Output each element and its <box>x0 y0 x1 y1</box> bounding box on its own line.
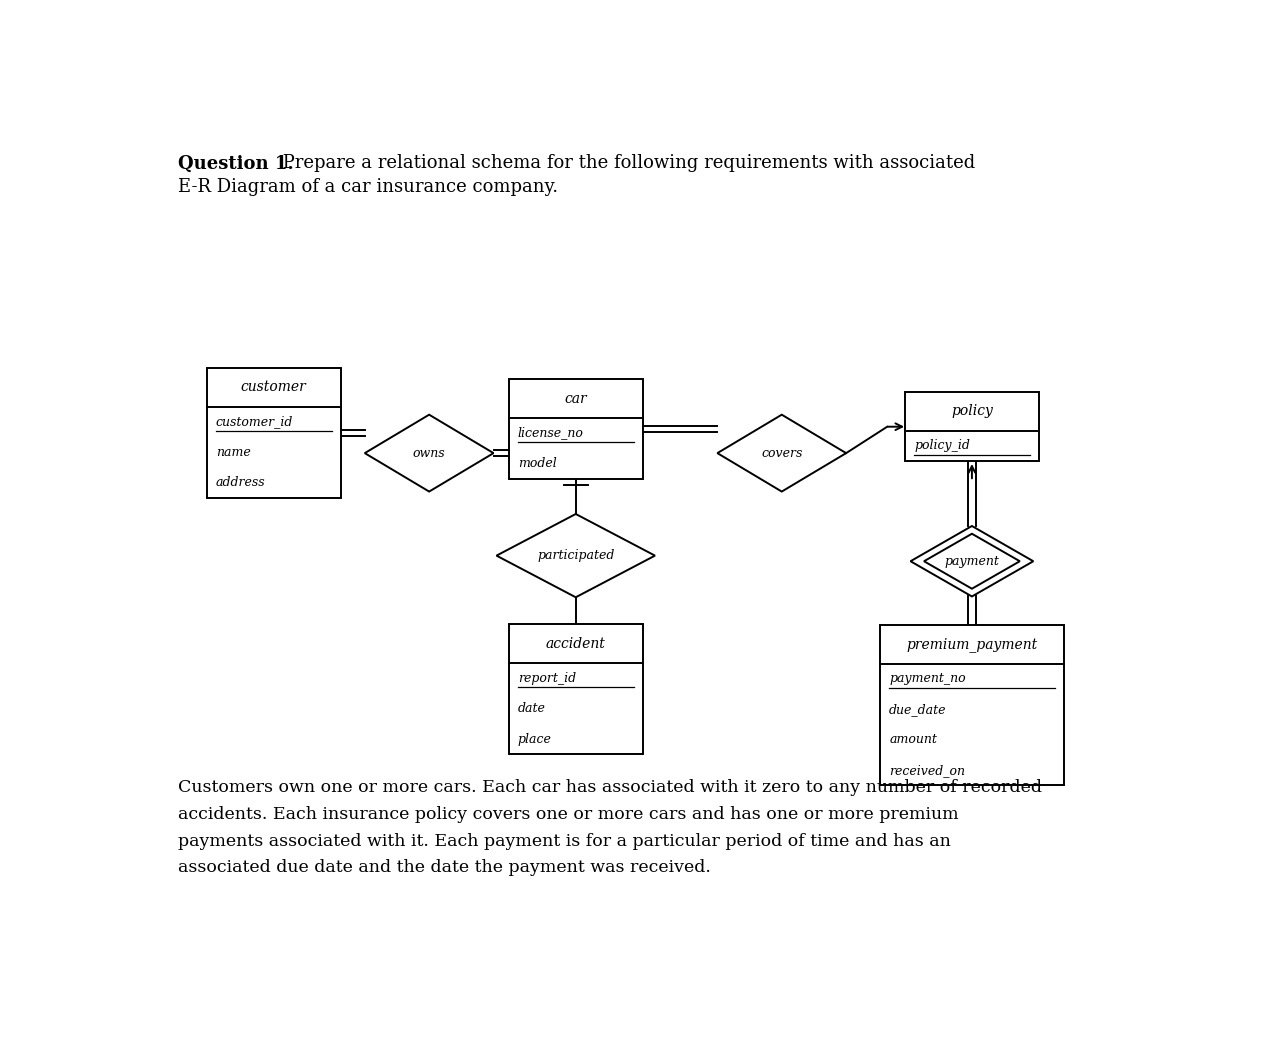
Polygon shape <box>364 415 493 492</box>
Polygon shape <box>496 514 656 597</box>
Polygon shape <box>509 624 643 754</box>
Text: received_on: received_on <box>889 763 965 777</box>
Text: accident: accident <box>546 636 606 651</box>
Text: customer_id: customer_id <box>216 415 293 428</box>
Text: policy_id: policy_id <box>914 440 970 452</box>
Text: Prepare a relational schema for the following requirements with associated: Prepare a relational schema for the foll… <box>276 154 975 173</box>
Text: policy: policy <box>951 405 993 418</box>
Text: participated: participated <box>537 549 615 563</box>
Polygon shape <box>881 625 1063 785</box>
Polygon shape <box>924 534 1020 589</box>
Polygon shape <box>905 392 1039 461</box>
Text: covers: covers <box>762 446 803 460</box>
Text: car: car <box>565 392 587 406</box>
Polygon shape <box>910 526 1034 597</box>
Text: customer: customer <box>240 381 307 394</box>
Text: payment_no: payment_no <box>889 673 966 685</box>
Text: Question 1.: Question 1. <box>178 154 294 173</box>
Text: premium_payment: premium_payment <box>906 638 1038 652</box>
Text: payment: payment <box>944 554 999 568</box>
Text: report_id: report_id <box>518 672 576 684</box>
Text: name: name <box>216 446 250 459</box>
Text: Customers own one or more cars. Each car has associated with it zero to any numb: Customers own one or more cars. Each car… <box>178 779 1042 877</box>
Polygon shape <box>717 415 846 492</box>
Text: amount: amount <box>889 733 937 747</box>
Text: owns: owns <box>413 446 446 460</box>
Text: date: date <box>518 702 546 716</box>
Text: place: place <box>518 732 552 746</box>
Text: E-R Diagram of a car insurance company.: E-R Diagram of a car insurance company. <box>178 179 557 197</box>
Text: license_no: license_no <box>518 426 584 440</box>
Text: due_date: due_date <box>889 703 947 716</box>
Text: address: address <box>216 476 266 489</box>
Polygon shape <box>509 380 643 478</box>
Polygon shape <box>207 368 340 498</box>
Text: model: model <box>518 457 556 470</box>
